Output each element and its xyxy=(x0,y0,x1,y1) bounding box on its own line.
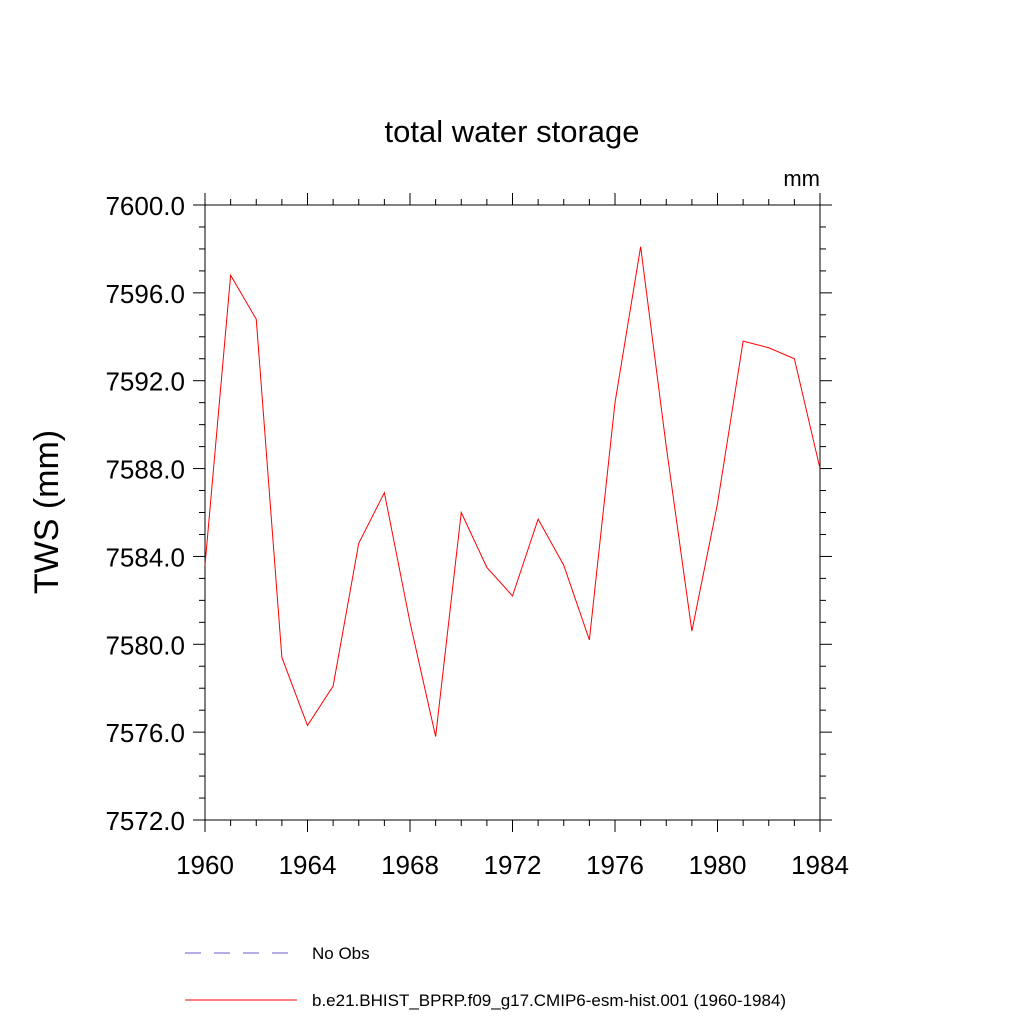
x-axis-ticks: 1960 1964 1968 1972 1976 1980 1984 xyxy=(176,193,849,880)
y-tick-label: 7592.0 xyxy=(105,367,185,397)
plot-frame xyxy=(204,204,821,821)
y-tick-label: 7600.0 xyxy=(105,191,185,221)
x-tick-label: 1960 xyxy=(176,850,234,880)
x-tick-label: 1984 xyxy=(791,850,849,880)
y-axis-ticks: 7572.0 7576.0 7580.0 7584.0 7588.0 7592.0 7596… xyxy=(105,191,832,836)
x-tick-label: 1972 xyxy=(484,850,542,880)
x-tick-label: 1980 xyxy=(689,850,747,880)
series-line-0 xyxy=(204,246,821,737)
series-layer xyxy=(204,246,821,737)
y-tick-label: 7588.0 xyxy=(105,455,185,485)
legend-label-1: b.e21.BHIST_BPRP.f09_g17.CMIP6-esm-hist.… xyxy=(312,991,786,1010)
y-tick-label: 7584.0 xyxy=(105,542,185,572)
legend-label-0: No Obs xyxy=(312,944,370,963)
y-axis-label: TWS (mm) xyxy=(28,430,66,594)
legend: No Obs b.e21.BHIST_BPRP.f09_g17.CMIP6-esm… xyxy=(185,944,786,1010)
x-tick-label: 1964 xyxy=(279,850,337,880)
chart-title: total water storage xyxy=(384,114,639,149)
units-label: mm xyxy=(783,166,820,191)
y-tick-label: 7580.0 xyxy=(105,630,185,660)
y-tick-label: 7572.0 xyxy=(105,806,185,836)
x-tick-label: 1968 xyxy=(381,850,439,880)
x-tick-label: 1976 xyxy=(586,850,644,880)
y-tick-label: 7576.0 xyxy=(105,718,185,748)
y-tick-label: 7596.0 xyxy=(105,279,185,309)
